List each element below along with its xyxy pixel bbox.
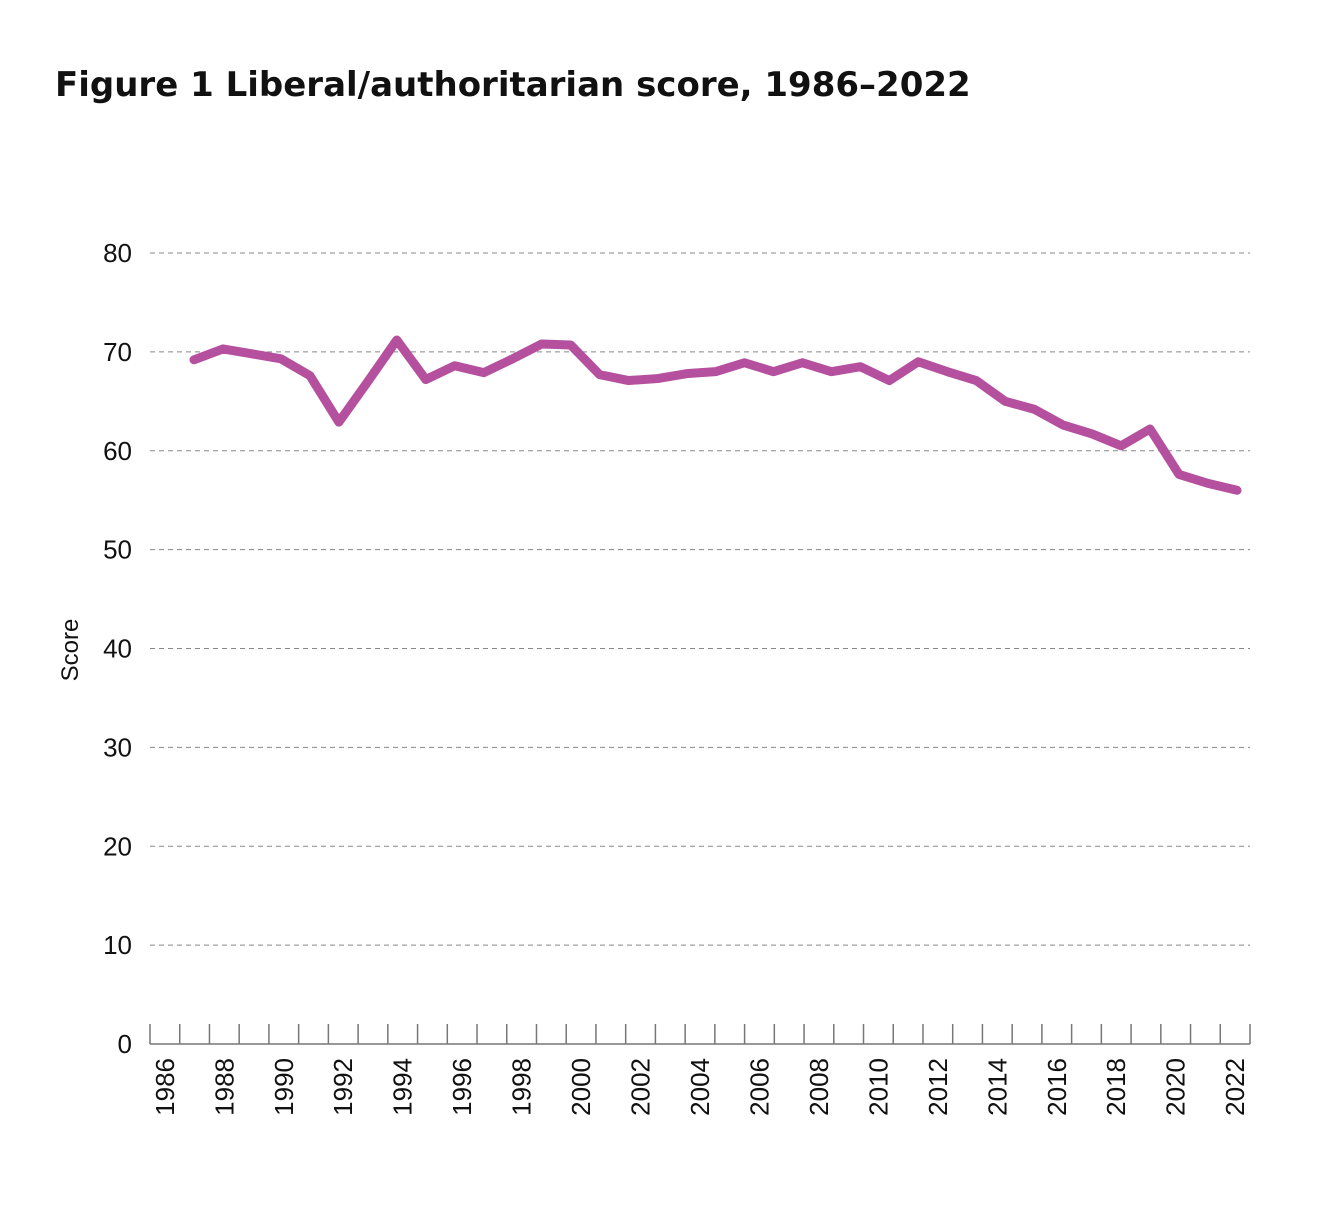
x-tick-label: 1998: [507, 1058, 537, 1116]
y-tick-label: 10: [103, 930, 132, 960]
data-line: [189, 335, 1242, 495]
y-tick-label: 20: [103, 831, 132, 861]
x-tick-label: 2002: [626, 1058, 656, 1116]
y-axis-label: Score: [57, 619, 84, 682]
x-tick-label: 2018: [1101, 1058, 1131, 1116]
x-tick-label: 2008: [804, 1058, 834, 1116]
y-tick-label: 50: [103, 535, 132, 565]
x-tick-label: 2016: [1042, 1058, 1072, 1116]
x-tick-label: 2010: [863, 1058, 893, 1116]
x-tick-label: 2020: [1161, 1058, 1191, 1116]
y-tick-label: 40: [103, 634, 132, 664]
x-tick-label: 2014: [982, 1058, 1012, 1116]
x-tick-label: 1986: [150, 1058, 180, 1116]
x-tick-label: 1996: [447, 1058, 477, 1116]
x-tick-label: 1992: [328, 1058, 358, 1116]
x-tick-label: 1994: [388, 1058, 418, 1116]
x-tick-label: 2012: [923, 1058, 953, 1116]
x-tick-label: 2006: [744, 1058, 774, 1116]
x-tick-label: 2004: [685, 1058, 715, 1116]
x-tick-label: 1988: [209, 1058, 239, 1116]
y-tick-label: 0: [118, 1029, 132, 1059]
x-tick-label: 2000: [566, 1058, 596, 1116]
y-tick-label: 80: [103, 238, 132, 268]
x-tick-label: 2022: [1220, 1058, 1250, 1116]
y-tick-label: 30: [103, 732, 132, 762]
x-tick-label: 1990: [269, 1058, 299, 1116]
chart-title: Figure 1 Liberal/authoritarian score, 19…: [55, 65, 971, 105]
y-tick-label: 60: [103, 436, 132, 466]
y-tick-label: 70: [103, 337, 132, 367]
